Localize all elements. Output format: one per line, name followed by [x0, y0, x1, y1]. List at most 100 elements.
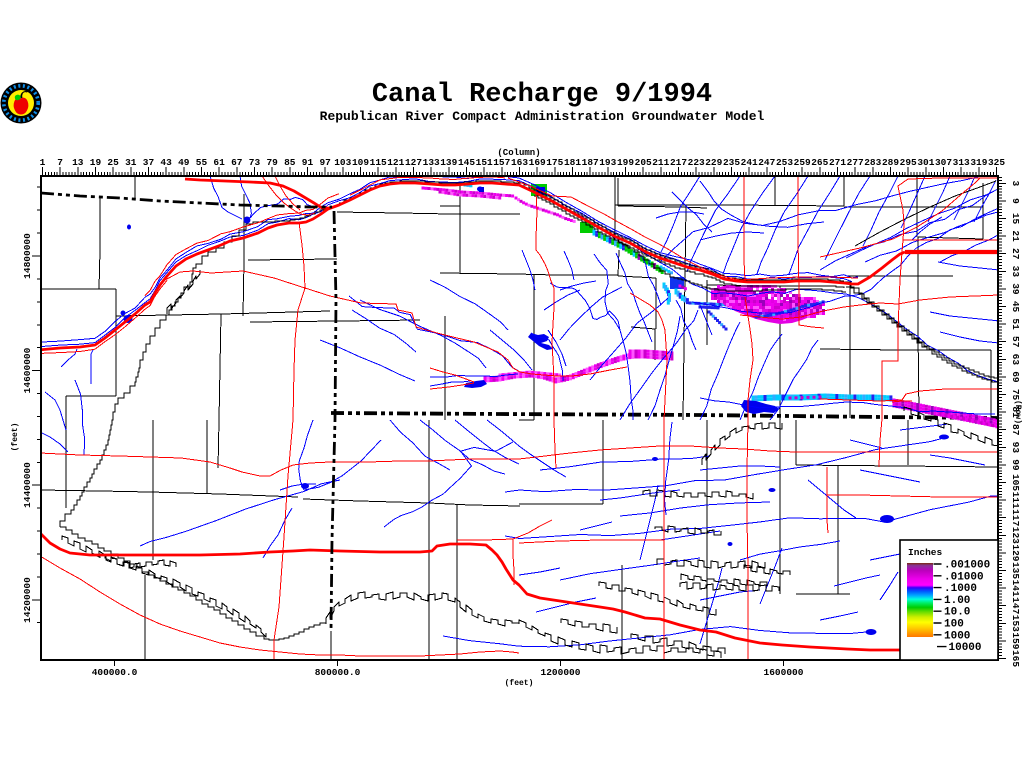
svg-text:55: 55	[196, 157, 208, 168]
svg-text:135: 135	[1010, 562, 1021, 579]
svg-text:7: 7	[57, 157, 63, 168]
svg-text:13: 13	[72, 157, 84, 168]
svg-text:205: 205	[635, 157, 652, 168]
svg-text:25: 25	[107, 157, 119, 168]
svg-text:93: 93	[1010, 442, 1021, 454]
svg-text:153: 153	[1010, 615, 1021, 632]
svg-text:325: 325	[988, 157, 1005, 168]
svg-text:75: 75	[1010, 389, 1021, 401]
svg-text:9: 9	[1010, 198, 1021, 204]
svg-text:79: 79	[266, 157, 278, 168]
svg-text:277: 277	[847, 157, 864, 168]
svg-text:39: 39	[1010, 283, 1021, 295]
svg-text:37: 37	[143, 157, 155, 168]
svg-text:1600000: 1600000	[764, 667, 804, 678]
svg-text:307: 307	[935, 157, 952, 168]
svg-text:85: 85	[284, 157, 296, 168]
svg-text:289: 289	[882, 157, 899, 168]
svg-text:265: 265	[811, 157, 828, 168]
svg-text:73: 73	[249, 157, 261, 168]
svg-text:127: 127	[405, 157, 422, 168]
svg-text:169: 169	[529, 157, 546, 168]
svg-text:259: 259	[794, 157, 811, 168]
svg-text:91: 91	[302, 157, 314, 168]
svg-text:31: 31	[125, 157, 137, 168]
svg-text:(Column): (Column)	[497, 148, 540, 158]
svg-text:1.00: 1.00	[944, 595, 970, 607]
svg-text:271: 271	[829, 157, 846, 168]
svg-text:99: 99	[1010, 459, 1021, 471]
svg-text:10.0: 10.0	[944, 607, 970, 619]
svg-text:313: 313	[953, 157, 970, 168]
svg-text:1000: 1000	[944, 630, 970, 642]
svg-text:27: 27	[1010, 248, 1021, 260]
svg-text:.001000: .001000	[944, 560, 990, 572]
svg-text:(Row): (Row)	[1013, 400, 1022, 424]
svg-text:151: 151	[476, 157, 493, 168]
svg-text:229: 229	[705, 157, 722, 168]
svg-text:141: 141	[1010, 580, 1021, 597]
svg-text:159: 159	[1010, 632, 1021, 649]
svg-text:33: 33	[1010, 266, 1021, 278]
svg-text:10000: 10000	[949, 642, 982, 654]
svg-text:133: 133	[423, 157, 440, 168]
svg-text:283: 283	[864, 157, 881, 168]
svg-text:57: 57	[1010, 336, 1021, 348]
svg-text:301: 301	[917, 157, 934, 168]
svg-text:109: 109	[352, 157, 369, 168]
svg-text:51: 51	[1010, 318, 1021, 330]
svg-text:400000.0: 400000.0	[92, 667, 138, 678]
svg-text:247: 247	[758, 157, 775, 168]
svg-text:3: 3	[1010, 180, 1021, 186]
svg-text:1: 1	[40, 157, 46, 168]
svg-text:139: 139	[440, 157, 457, 168]
svg-text:(feet): (feet)	[11, 423, 20, 452]
svg-text:103: 103	[334, 157, 351, 168]
svg-text:14800000: 14800000	[22, 233, 33, 279]
svg-text:Canal Recharge 9/1994: Canal Recharge 9/1994	[372, 80, 712, 110]
svg-text:165: 165	[1010, 650, 1021, 667]
svg-text:87: 87	[1010, 424, 1021, 436]
svg-text:295: 295	[900, 157, 917, 168]
svg-text:163: 163	[511, 157, 528, 168]
svg-text:105: 105	[1010, 474, 1021, 491]
svg-text:61: 61	[213, 157, 225, 168]
svg-text:253: 253	[776, 157, 793, 168]
svg-text:14400000: 14400000	[22, 462, 33, 508]
svg-text:67: 67	[231, 157, 243, 168]
svg-text:63: 63	[1010, 354, 1021, 366]
svg-text:223: 223	[688, 157, 705, 168]
svg-text:117: 117	[1010, 509, 1021, 526]
svg-text:147: 147	[1010, 597, 1021, 614]
svg-text:193: 193	[599, 157, 616, 168]
svg-text:217: 217	[670, 157, 687, 168]
svg-text:235: 235	[723, 157, 740, 168]
svg-text:187: 187	[582, 157, 599, 168]
svg-text:Inches: Inches	[908, 547, 943, 558]
svg-text:.01000: .01000	[944, 571, 984, 583]
svg-text:800000.0: 800000.0	[315, 667, 361, 678]
svg-text:21: 21	[1010, 230, 1021, 242]
svg-text:1200000: 1200000	[541, 667, 581, 678]
svg-text:157: 157	[493, 157, 510, 168]
svg-text:319: 319	[970, 157, 987, 168]
svg-text:15: 15	[1010, 213, 1021, 225]
svg-text:97: 97	[319, 157, 331, 168]
svg-text:115: 115	[370, 157, 387, 168]
svg-text:49: 49	[178, 157, 190, 168]
svg-text:45: 45	[1010, 301, 1021, 313]
svg-text:(feet): (feet)	[505, 679, 534, 688]
svg-text:121: 121	[387, 157, 404, 168]
svg-text:43: 43	[160, 157, 172, 168]
svg-text:145: 145	[458, 157, 475, 168]
svg-text:123: 123	[1010, 527, 1021, 544]
svg-text:111: 111	[1010, 492, 1021, 509]
svg-text:100: 100	[944, 619, 964, 631]
svg-text:241: 241	[741, 157, 758, 168]
svg-text:181: 181	[564, 157, 581, 168]
svg-text:81: 81	[1010, 406, 1021, 418]
svg-text:129: 129	[1010, 544, 1021, 561]
svg-text:199: 199	[617, 157, 634, 168]
svg-text:Republican River Compact Admin: Republican River Compact Administration …	[320, 109, 765, 124]
svg-text:211: 211	[652, 157, 669, 168]
